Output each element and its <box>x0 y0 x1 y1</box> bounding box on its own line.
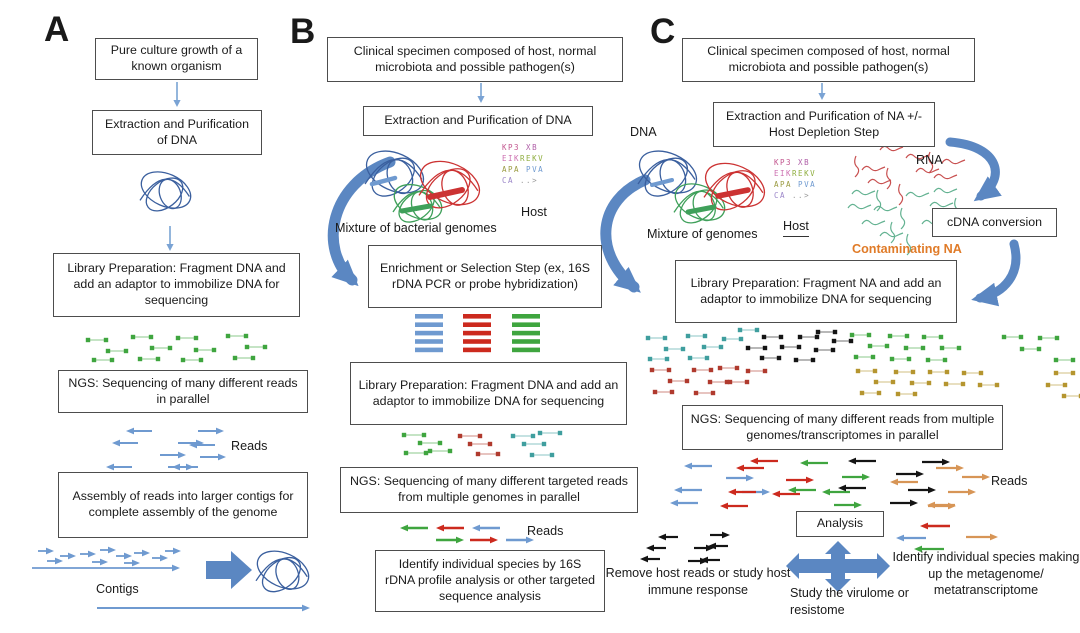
box-a-assembly: Assembly of reads into larger contigs fo… <box>58 472 308 538</box>
panel-a-label: A <box>44 10 71 49</box>
svg-text:APA PVA: APA PVA <box>502 165 544 174</box>
box-a-extraction: Extraction and Purification of DNA <box>92 110 262 155</box>
svg-text:APA PVA: APA PVA <box>774 180 816 189</box>
b-flow-connectors <box>477 83 485 103</box>
box-b-enrichment: Enrichment or Selection Step (ex, 16S rD… <box>368 245 602 308</box>
box-c-cdna: cDNA conversion <box>932 208 1057 237</box>
box-c-analysis: Analysis <box>796 511 884 537</box>
a-dna-fragments-icon <box>85 333 268 363</box>
c-na-fragments-icon <box>645 327 1080 399</box>
box-b-identify: Identify individual species by 16S rDNA … <box>375 550 605 612</box>
a-assembled-genome-icon <box>255 550 310 593</box>
a-contigs-icon <box>32 546 181 572</box>
c-rna-label: RNA <box>916 153 943 167</box>
c-genome-mixture-icon <box>637 150 766 224</box>
panel-c-label: C <box>650 12 677 51</box>
flow-arrow-cdna-to-libprep <box>971 239 1021 307</box>
analysis-cross-arrow-icon <box>786 541 890 592</box>
a-contigs-label: Contigs <box>96 582 139 596</box>
flow-arrow-rna-to-cdna <box>945 137 1002 202</box>
b-host-label: Host <box>521 205 547 219</box>
c-host-reads-arrows-icon <box>640 531 730 565</box>
c-host-karyotype-icon: KP3 XB EIKREKV APA PVA CA ..> <box>774 158 816 200</box>
b-amplicon-stacks-icon <box>415 314 540 353</box>
c-species-reads-arrows-icon <box>896 522 998 553</box>
c-outcome-remove-host: Remove host reads or study host immune r… <box>605 566 791 597</box>
box-c-ngs: NGS: Sequencing of many different reads … <box>682 405 1003 450</box>
c-dna-label: DNA <box>630 125 657 139</box>
svg-text:CA ..>: CA ..> <box>502 176 538 185</box>
c-reads-label: Reads <box>991 474 1028 488</box>
box-a-ngs: NGS: Sequencing of many different reads … <box>58 370 308 413</box>
box-a-library-prep: Library Preparation: Fragment DNA and ad… <box>53 253 300 317</box>
c-outcome-virulome: Study the virulome or resistome <box>790 586 909 617</box>
a-dna-tangle-icon <box>139 171 192 212</box>
svg-text:EIKREKV: EIKREKV <box>774 169 816 178</box>
a-reads-arrows-icon <box>106 427 226 471</box>
box-b-library-prep: Library Preparation: Fragment DNA and ad… <box>350 362 627 425</box>
b-reads-arrows-icon <box>400 524 534 544</box>
box-a-pure-culture: Pure culture growth of a known organism <box>95 38 258 80</box>
flow-arrow-b-curve <box>327 156 396 287</box>
c-reads-arrows-icon <box>670 457 990 510</box>
b-genome-mixture-icon <box>364 150 481 223</box>
box-c-library-prep: Library Preparation: Fragment NA and add… <box>675 260 957 323</box>
assembly-big-arrow-icon <box>206 551 252 589</box>
c-contaminating-na-label: Contaminating NA <box>852 242 962 256</box>
svg-text:CA ..>: CA ..> <box>774 191 810 200</box>
c-rna-squiggles-icon <box>847 145 966 256</box>
svg-text:KP3 XB: KP3 XB <box>774 158 810 167</box>
box-c-extraction: Extraction and Purification of NA +/- Ho… <box>713 102 935 147</box>
flow-arrow-c-curve <box>600 174 651 293</box>
b-host-karyotype-icon: KP3 XB EIKREKV APA PVA CA ..> <box>502 143 544 185</box>
a-flow-connectors <box>166 82 181 251</box>
panel-b-label: B <box>290 12 317 51</box>
a-bottom-arrow <box>97 604 310 612</box>
b-mixture-label: Mixture of bacterial genomes <box>335 221 497 235</box>
svg-text:KP3 XB: KP3 XB <box>502 143 538 152</box>
b-dna-fragments-icon <box>401 430 563 458</box>
a-reads-label: Reads <box>231 439 268 453</box>
box-b-extraction: Extraction and Purification of DNA <box>363 106 593 136</box>
box-c-clinical: Clinical specimen composed of host, norm… <box>682 38 975 82</box>
c-outcome-identify-species: Identify individual species making up th… <box>892 550 1080 598</box>
svg-text:EIKREKV: EIKREKV <box>502 154 544 163</box>
box-b-clinical: Clinical specimen composed of host, norm… <box>327 37 623 82</box>
c-host-label: Host <box>783 218 809 237</box>
b-reads-label: Reads <box>527 524 564 538</box>
box-b-ngs: NGS: Sequencing of many different target… <box>340 467 638 513</box>
c-flow-connectors <box>818 83 826 100</box>
c-mixture-label: Mixture of genomes <box>647 227 758 241</box>
